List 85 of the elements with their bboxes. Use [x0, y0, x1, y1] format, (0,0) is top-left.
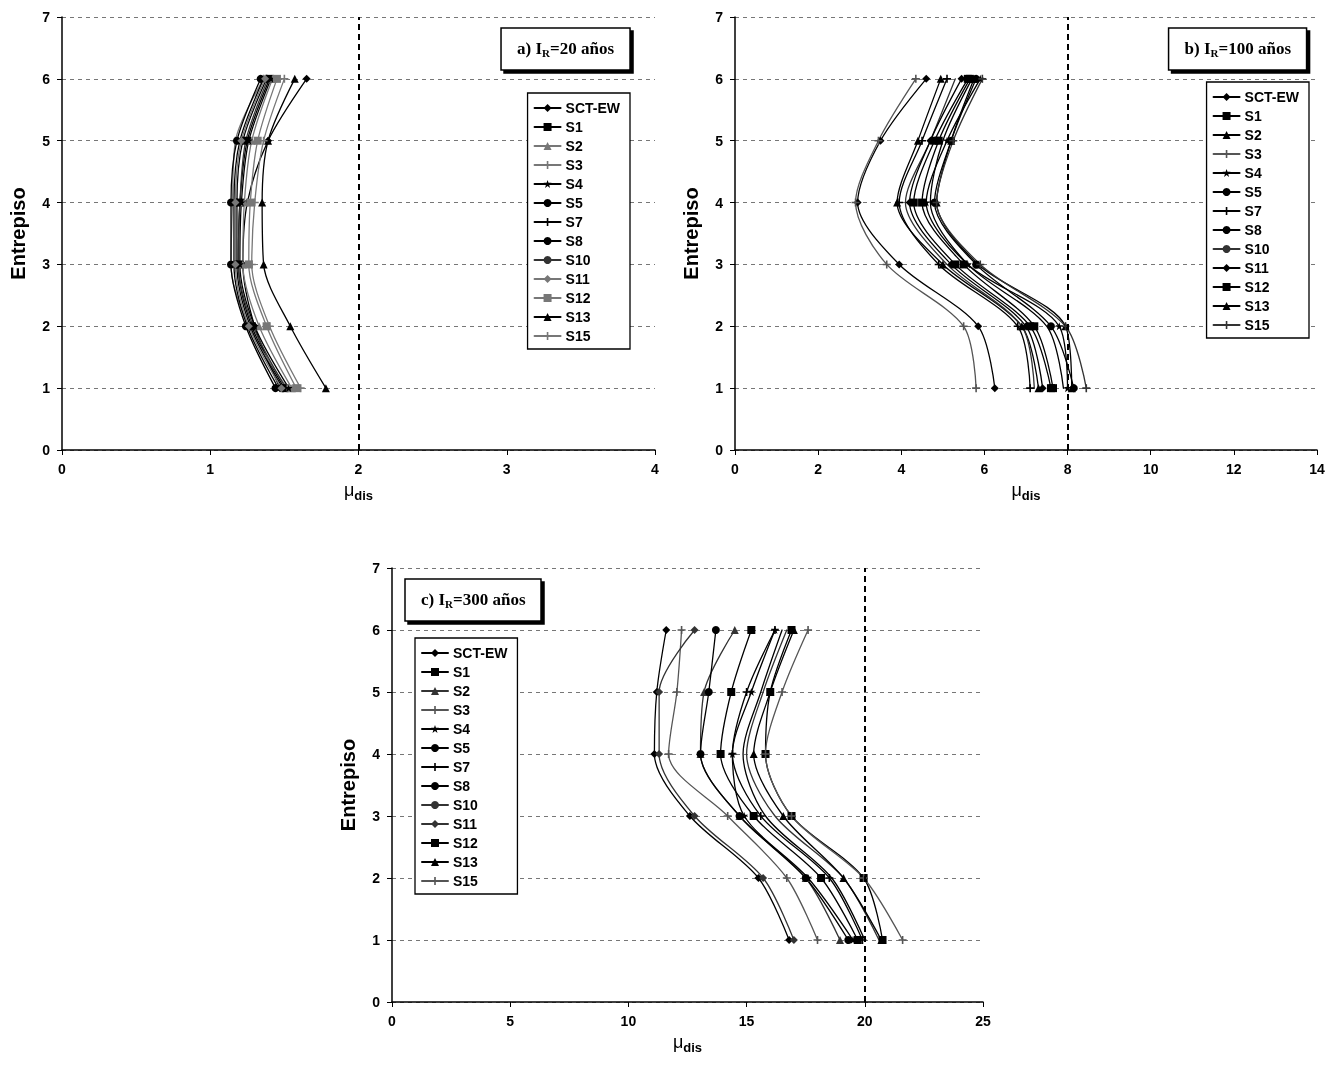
legend-label: S8	[453, 778, 471, 794]
legend-label: S8	[1244, 222, 1262, 238]
y-axis-title: Entrepiso	[680, 187, 702, 280]
x-tick-label: 14	[1309, 461, 1325, 477]
legend-label: S15	[1244, 317, 1270, 333]
x-tick-label: 20	[857, 1013, 873, 1029]
y-tick-label: 4	[372, 746, 381, 762]
legend-label: S10	[565, 252, 591, 268]
x-tick-label: 2	[814, 461, 823, 477]
x-tick-label: 4	[651, 461, 660, 477]
legend-label: S4	[565, 176, 583, 192]
legend-label: SCT-EW	[1244, 89, 1300, 105]
y-tick-label: 5	[42, 132, 51, 149]
y-tick-label: 7	[715, 9, 724, 25]
legend-label: S13	[565, 309, 591, 325]
y-tick-label: 6	[715, 70, 724, 87]
x-tick-label: 0	[731, 461, 740, 477]
y-axis-title: Entrepiso	[7, 187, 29, 280]
legend-label: S13	[1244, 298, 1270, 314]
legend-label: S11	[565, 271, 590, 287]
y-tick-label: 7	[372, 560, 381, 576]
y-tick-label: 2	[715, 318, 724, 335]
legend-label: S12	[565, 290, 591, 306]
legend-label: S4	[453, 721, 471, 737]
x-tick-label: 5	[506, 1013, 515, 1029]
legend-label: S15	[565, 328, 591, 344]
legend-label: S15	[453, 873, 479, 889]
y-tick-label: 3	[372, 808, 381, 824]
legend-label: S5	[1244, 184, 1262, 200]
x-tick-label: 6	[980, 461, 989, 477]
legend-label: S7	[453, 759, 471, 775]
legend-label: S3	[1244, 146, 1262, 162]
legend-label: S10	[453, 797, 479, 813]
legend-label: S7	[565, 214, 583, 230]
x-tick-label: 25	[975, 1013, 991, 1029]
y-tick-label: 5	[372, 684, 381, 700]
legend-label: S13	[453, 854, 479, 870]
legend-label: S10	[1244, 241, 1270, 257]
legend-label: S5	[453, 740, 471, 756]
legend-label: S11	[1244, 260, 1269, 276]
y-tick-label: 0	[42, 442, 51, 458]
y-tick-label: 1	[372, 932, 381, 948]
legend-label: S4	[1244, 165, 1262, 181]
y-tick-label: 7	[42, 9, 51, 25]
legend-label: S1	[453, 664, 471, 680]
y-tick-label: 1	[715, 380, 724, 397]
legend-label: S8	[565, 233, 583, 249]
legend-label: S1	[1244, 108, 1262, 124]
legend-label: SCT-EW	[565, 100, 621, 116]
y-tick-label: 3	[715, 256, 724, 273]
y-tick-label: 5	[715, 132, 724, 149]
y-tick-label: 4	[42, 194, 51, 211]
y-tick-label: 2	[42, 318, 51, 335]
y-tick-label: 6	[42, 70, 51, 87]
y-axis-title: Entrepiso	[337, 738, 359, 832]
legend-label: S5	[565, 195, 583, 211]
x-tick-label: 0	[58, 461, 67, 477]
legend-label: S2	[1244, 127, 1262, 143]
legend-label: S11	[453, 816, 478, 832]
legend-label: S2	[565, 138, 583, 154]
x-tick-label: 8	[1063, 461, 1072, 477]
legend-label: S12	[1244, 279, 1270, 295]
legend-label: SCT-EW	[453, 645, 509, 661]
legend-label: S3	[453, 702, 471, 718]
y-tick-label: 0	[372, 994, 381, 1010]
legend-label: S1	[565, 119, 583, 135]
x-tick-label: 15	[738, 1013, 755, 1029]
y-tick-label: 1	[42, 380, 51, 397]
y-tick-label: 2	[372, 870, 381, 886]
legend-label: S7	[1244, 203, 1262, 219]
x-tick-label: 0	[388, 1013, 397, 1029]
x-tick-label: 1	[206, 461, 215, 477]
x-tick-label: 10	[1142, 461, 1159, 477]
x-tick-label: 12	[1226, 461, 1242, 477]
y-tick-label: 3	[42, 256, 51, 273]
x-tick-label: 3	[502, 461, 511, 477]
legend-label: S2	[453, 683, 471, 699]
y-tick-label: 6	[372, 622, 381, 638]
x-tick-label: 10	[620, 1013, 637, 1029]
y-tick-label: 4	[715, 194, 724, 211]
x-tick-label: 4	[897, 461, 906, 477]
y-tick-label: 0	[715, 442, 724, 458]
legend-label: S3	[565, 157, 583, 173]
x-tick-label: 2	[354, 461, 363, 477]
legend-label: S12	[453, 835, 479, 851]
